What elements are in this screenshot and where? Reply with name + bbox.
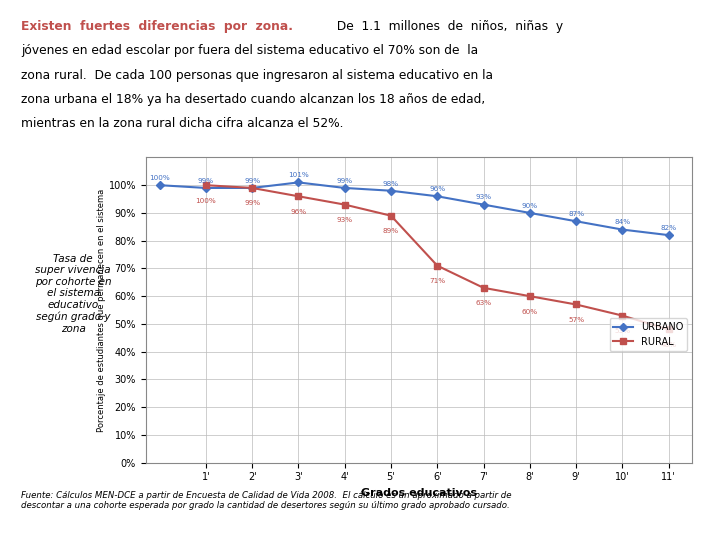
Text: mientras en la zona rural dicha cifra alcanza el 52%.: mientras en la zona rural dicha cifra al…	[22, 117, 344, 130]
Text: jóvenes en edad escolar por fuera del sistema educativo el 70% son de  la: jóvenes en edad escolar por fuera del si…	[22, 44, 478, 57]
Text: zona urbana el 18% ya ha desertado cuando alcanzan los 18 años de edad,: zona urbana el 18% ya ha desertado cuand…	[22, 93, 485, 106]
Text: Fuente: Cálculos MEN-DCE a partir de Encuesta de Calidad de Vida 2008.  El cálcu: Fuente: Cálculos MEN-DCE a partir de Enc…	[22, 491, 512, 510]
Text: zona rural.  De cada 100 personas que ingresaron al sistema educativo en la: zona rural. De cada 100 personas que ing…	[22, 69, 493, 82]
Text: Existen  fuertes  diferencias  por  zona.: Existen fuertes diferencias por zona.	[22, 20, 293, 33]
Text: De  1.1  millones  de  niños,  niñas  y: De 1.1 millones de niños, niñas y	[329, 20, 563, 33]
